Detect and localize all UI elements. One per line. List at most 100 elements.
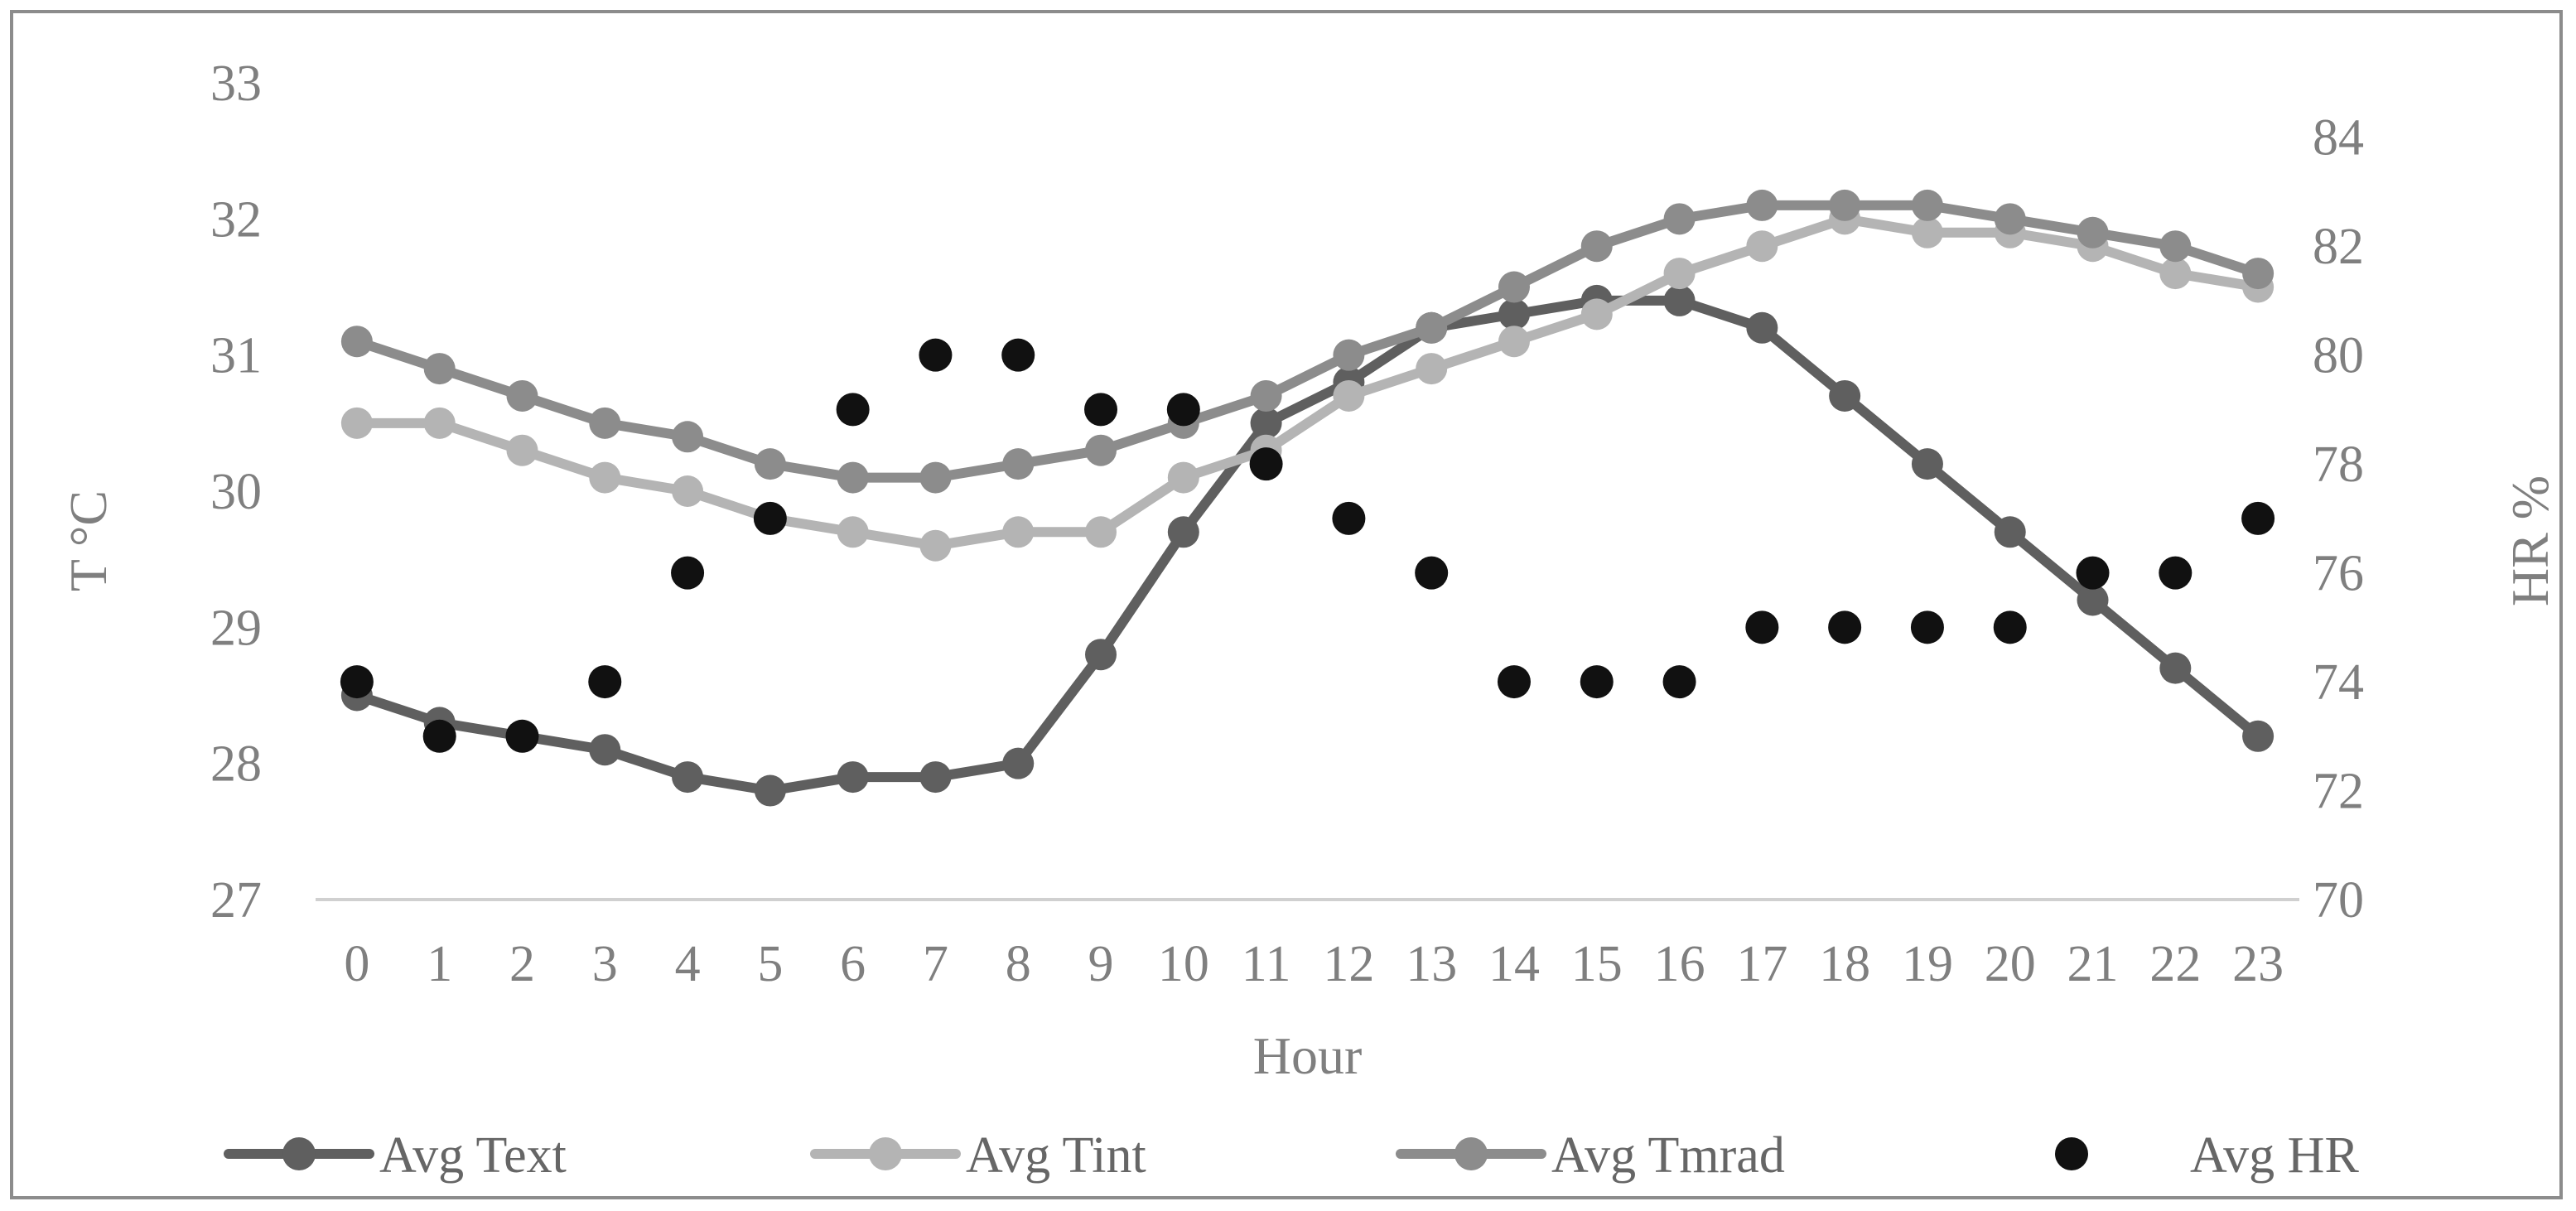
legend-item-avg-tmrad: Avg Tmrad: [1396, 1127, 1785, 1184]
data-point-avg-text: [1746, 311, 1778, 344]
data-point-avg-text: [1167, 516, 1199, 548]
data-point-avg-text: [1002, 747, 1035, 779]
data-point-avg-text: [2077, 584, 2109, 616]
data-point-avg-text: [1498, 298, 1530, 330]
data-point-avg-hr: [1497, 665, 1531, 699]
x-tick-label: 23: [2232, 936, 2284, 992]
data-point-avg-tmrad: [589, 407, 621, 439]
data-point-avg-text: [2242, 720, 2275, 752]
legend-item-avg-text: Avg Text: [224, 1127, 567, 1184]
y-right-tick-label: 74: [2313, 654, 2364, 711]
chart-frame: 27 28 29 30 31 32 33 70 72 74 76 78 80 82 84 0 1 2 3 4 5 6 7 8 9…: [10, 10, 2563, 1199]
legend-label: Avg HR: [2190, 1127, 2359, 1184]
data-point-avg-hr: [1828, 610, 1862, 644]
y-right-tick-label: 72: [2313, 764, 2364, 820]
data-point-avg-text: [589, 734, 621, 766]
series-avg-hr: [340, 338, 2275, 753]
x-tick-label: 22: [2149, 936, 2201, 992]
data-point-avg-tint: [340, 407, 373, 439]
data-point-avg-tint: [1663, 258, 1696, 290]
y-right-tick-label: 78: [2313, 437, 2364, 493]
data-point-avg-hr: [2159, 556, 2192, 590]
x-tick-label: 19: [1902, 936, 1953, 992]
data-point-avg-tmrad: [1498, 271, 1530, 303]
y-left-axis-title: T °C: [59, 490, 118, 591]
data-point-avg-hr: [588, 665, 622, 699]
data-point-avg-tmrad: [754, 448, 786, 480]
y-right-tick-label: 82: [2313, 219, 2364, 275]
y-right-tick-label: 76: [2313, 546, 2364, 602]
x-tick-label: 11: [1242, 936, 1291, 992]
x-tick-label: 21: [2067, 936, 2119, 992]
data-point-avg-tint: [837, 516, 869, 548]
data-point-avg-tmrad: [1416, 311, 1448, 344]
data-point-avg-tmrad: [1911, 189, 1943, 221]
legend-swatch-marker: [2055, 1137, 2088, 1170]
data-point-avg-tint: [1333, 379, 1365, 412]
data-point-avg-text: [837, 761, 869, 794]
y-left-tick-label: 29: [210, 600, 262, 656]
data-point-avg-text: [919, 761, 952, 794]
x-tick-label: 5: [757, 936, 783, 992]
series-avg-text: [340, 284, 2275, 807]
y-left-tick-label: 31: [210, 328, 262, 384]
data-point-avg-hr: [1001, 338, 1035, 372]
data-point-avg-hr: [2076, 556, 2110, 590]
data-point-avg-tmrad: [2077, 216, 2109, 248]
data-point-avg-hr: [1415, 556, 1449, 590]
x-tick-label: 14: [1488, 936, 1540, 992]
legend-swatch-marker: [282, 1137, 316, 1170]
legend-item-avg-hr: Avg HR: [2055, 1127, 2359, 1184]
data-point-avg-tint: [1746, 230, 1778, 263]
x-tick-label: 9: [1088, 936, 1114, 992]
data-point-avg-hr: [422, 719, 456, 753]
y-right-tick-label: 84: [2313, 110, 2364, 166]
data-point-avg-hr: [1249, 447, 1283, 481]
x-tick-label: 7: [923, 936, 948, 992]
data-point-avg-tmrad: [1746, 189, 1778, 221]
x-axis-title: Hour: [1253, 1026, 1363, 1085]
data-point-avg-tmrad: [2242, 258, 2275, 290]
data-point-avg-text: [1911, 448, 1943, 480]
data-point-avg-tint: [1580, 298, 1613, 330]
x-tick-label: 17: [1736, 936, 1787, 992]
data-point-avg-text: [1994, 516, 2026, 548]
data-point-avg-tmrad: [423, 353, 456, 385]
data-point-avg-tint: [589, 461, 621, 494]
data-point-avg-tint: [1167, 461, 1199, 494]
data-point-avg-tmrad: [1250, 379, 1282, 412]
x-tick-label: 16: [1654, 936, 1705, 992]
data-point-avg-hr: [1166, 393, 1200, 427]
data-point-avg-text: [1085, 639, 1117, 671]
x-tick-label: 6: [840, 936, 866, 992]
data-point-avg-tint: [1498, 326, 1530, 358]
x-tick-label: 2: [509, 936, 535, 992]
data-point-avg-tint: [1911, 216, 1943, 248]
x-tick-label: 4: [675, 936, 701, 992]
x-tick-label: 1: [427, 936, 452, 992]
data-point-avg-text: [1663, 284, 1696, 316]
data-point-avg-tmrad: [1333, 339, 1365, 371]
y-left-tick-label: 30: [210, 464, 262, 520]
data-point-avg-hr: [1910, 610, 1944, 644]
y-left-tick-label: 27: [210, 872, 262, 929]
legend-label: Avg Tint: [966, 1127, 1146, 1184]
data-point-avg-hr: [340, 665, 374, 699]
x-tick-label: 3: [592, 936, 618, 992]
data-point-avg-text: [672, 761, 704, 794]
data-point-avg-text: [2159, 652, 2192, 684]
series-avg-tmrad: [340, 189, 2275, 494]
y-right-tick-label: 80: [2313, 328, 2364, 384]
x-tick-label: 13: [1406, 936, 1457, 992]
data-point-avg-hr: [1580, 665, 1614, 699]
data-point-avg-text: [1829, 379, 1861, 412]
y-left-tick-label: 32: [210, 191, 262, 248]
data-point-avg-hr: [836, 393, 870, 427]
data-point-avg-tmrad: [1829, 189, 1861, 221]
data-point-avg-hr: [1084, 393, 1118, 427]
data-point-avg-tmrad: [506, 379, 538, 412]
data-point-avg-tint: [423, 407, 456, 439]
data-point-avg-hr: [753, 501, 787, 535]
data-point-avg-text: [754, 774, 786, 807]
